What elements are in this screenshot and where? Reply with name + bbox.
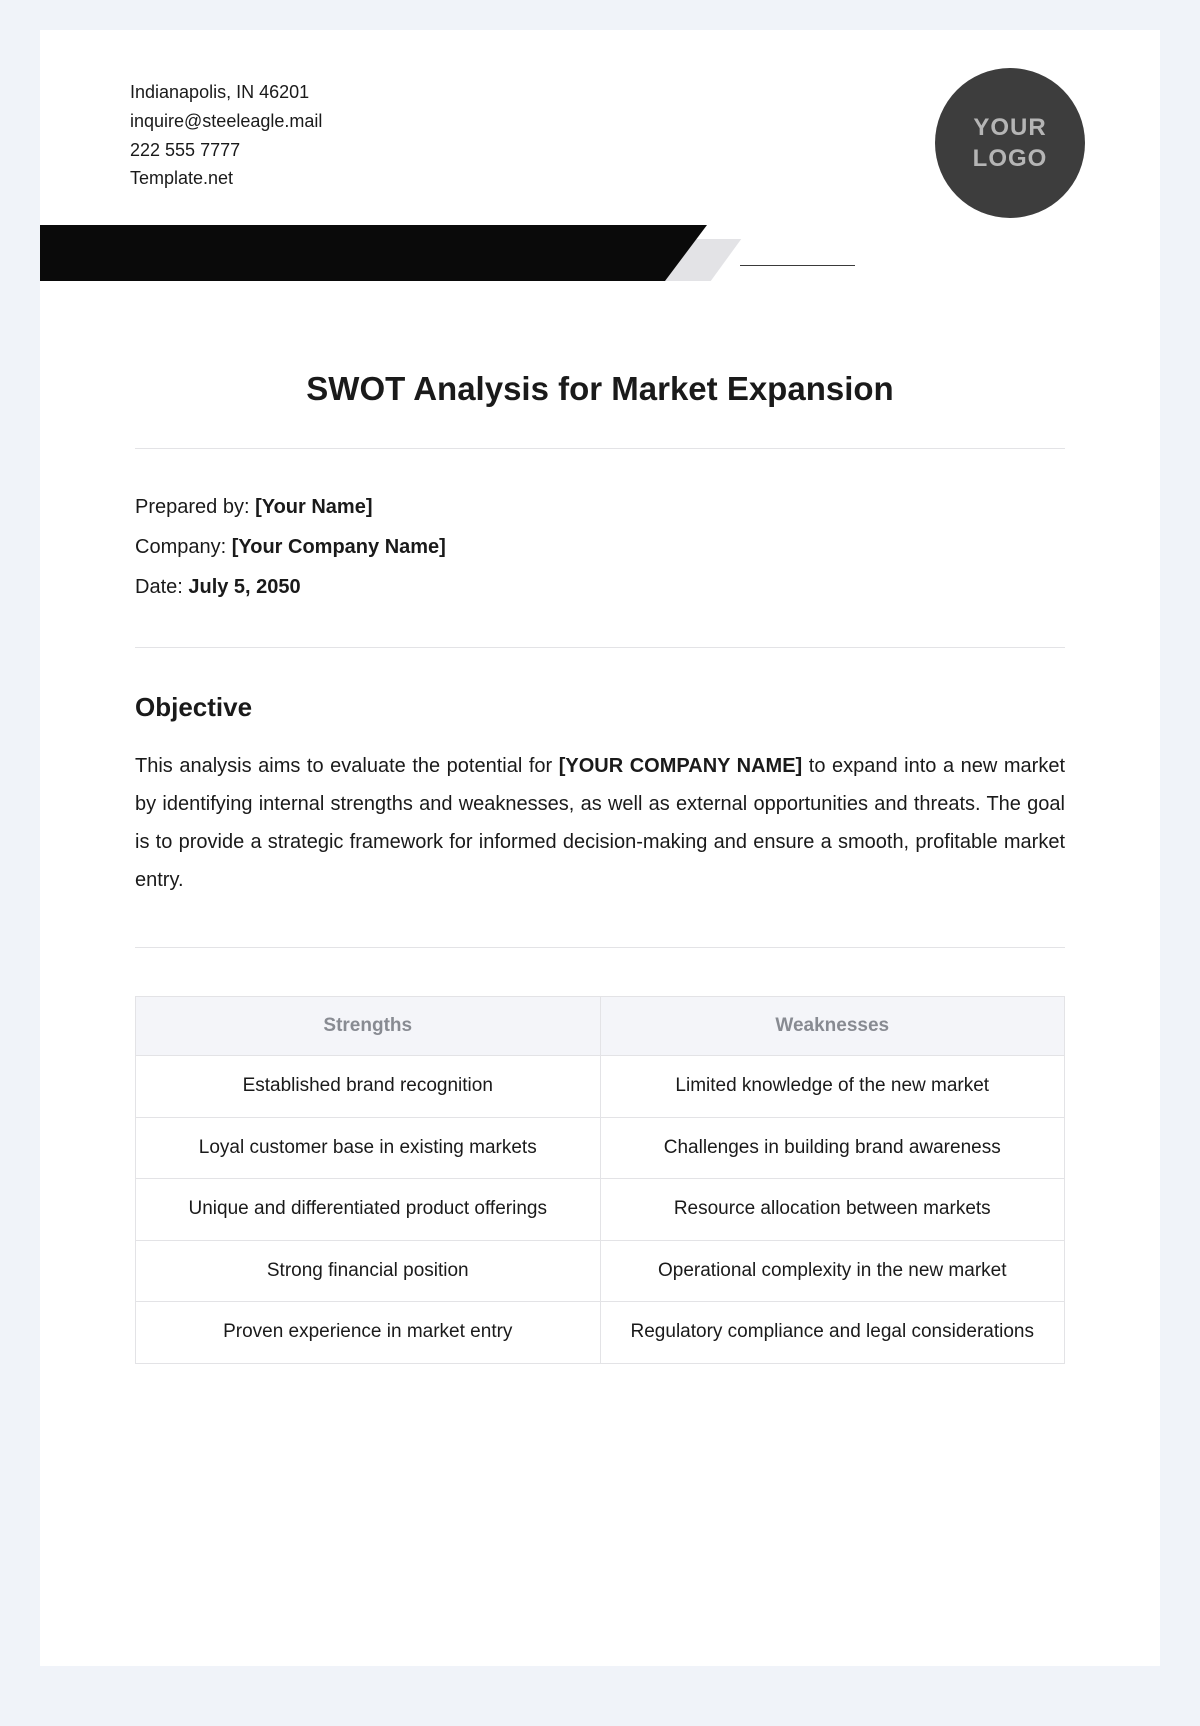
- swot-header-weaknesses: Weaknesses: [600, 997, 1065, 1056]
- swot-header-row: Strengths Weaknesses: [136, 997, 1065, 1056]
- header-bar-thin-line: [740, 265, 855, 266]
- meta-company-label: Company:: [135, 536, 232, 558]
- meta-company-value: [Your Company Name]: [232, 536, 446, 558]
- logo-line-2: LOGO: [973, 143, 1048, 174]
- logo-placeholder: YOUR LOGO: [935, 68, 1085, 218]
- meta-prepared-by: Prepared by: [Your Name]: [135, 487, 1065, 527]
- table-row: Loyal customer base in existing markets …: [136, 1117, 1065, 1179]
- swot-header-strengths: Strengths: [136, 997, 601, 1056]
- meta-date-value: July 5, 2050: [188, 576, 300, 598]
- header-site: Template.net: [130, 164, 322, 193]
- table-row: Proven experience in market entry Regula…: [136, 1302, 1065, 1364]
- header-bar-black: [40, 225, 665, 281]
- table-row: Established brand recognition Limited kn…: [136, 1056, 1065, 1118]
- document-title: SWOT Analysis for Market Expansion: [135, 370, 1065, 408]
- divider: [135, 947, 1065, 948]
- logo-line-1: YOUR: [973, 112, 1048, 143]
- strength-cell: Proven experience in market entry: [136, 1302, 601, 1364]
- header-address: Indianapolis, IN 46201: [130, 78, 322, 107]
- weakness-cell: Regulatory compliance and legal consider…: [600, 1302, 1065, 1364]
- table-row: Strong financial position Operational co…: [136, 1240, 1065, 1302]
- meta-date-label: Date:: [135, 576, 188, 598]
- meta-prepared-value: [Your Name]: [255, 496, 372, 518]
- strength-cell: Established brand recognition: [136, 1056, 601, 1118]
- table-row: Unique and differentiated product offeri…: [136, 1179, 1065, 1241]
- meta-date: Date: July 5, 2050: [135, 567, 1065, 607]
- strength-cell: Strong financial position: [136, 1240, 601, 1302]
- header-email: inquire@steeleagle.mail: [130, 107, 322, 136]
- objective-placeholder: [YOUR COMPANY NAME]: [559, 755, 802, 777]
- swot-table: Strengths Weaknesses Established brand r…: [135, 996, 1065, 1364]
- header-contact-block: Indianapolis, IN 46201 inquire@steeleagl…: [130, 78, 322, 193]
- objective-heading: Objective: [135, 648, 1065, 747]
- meta-prepared-label: Prepared by:: [135, 496, 255, 518]
- weakness-cell: Limited knowledge of the new market: [600, 1056, 1065, 1118]
- header-bar: [40, 225, 1160, 281]
- objective-text: This analysis aims to evaluate the poten…: [135, 747, 1065, 947]
- weakness-cell: Operational complexity in the new market: [600, 1240, 1065, 1302]
- weakness-cell: Challenges in building brand awareness: [600, 1117, 1065, 1179]
- strength-cell: Loyal customer base in existing markets: [136, 1117, 601, 1179]
- document-page: Indianapolis, IN 46201 inquire@steeleagl…: [40, 30, 1160, 1666]
- weakness-cell: Resource allocation between markets: [600, 1179, 1065, 1241]
- strength-cell: Unique and differentiated product offeri…: [136, 1179, 601, 1241]
- header-phone: 222 555 7777: [130, 136, 322, 165]
- meta-block: Prepared by: [Your Name] Company: [Your …: [135, 449, 1065, 647]
- meta-company: Company: [Your Company Name]: [135, 527, 1065, 567]
- objective-pre: This analysis aims to evaluate the poten…: [135, 755, 559, 777]
